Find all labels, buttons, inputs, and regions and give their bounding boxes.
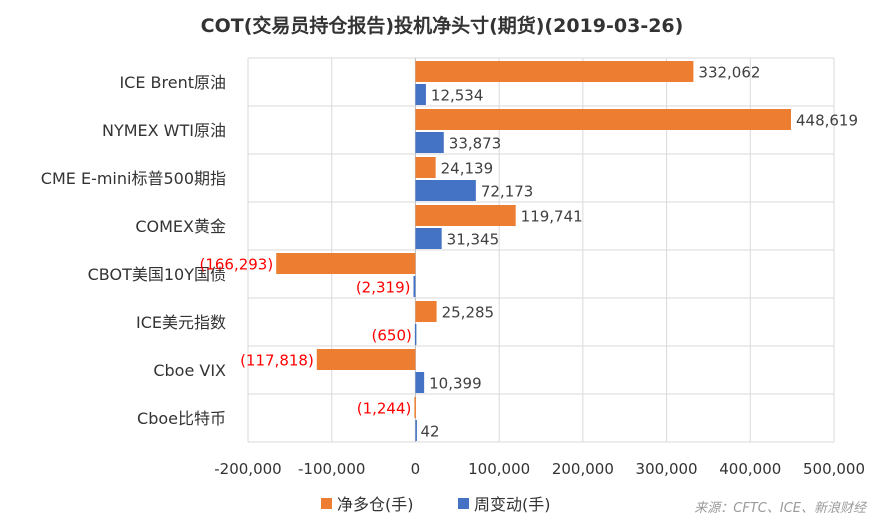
value-label: 12,534 — [431, 87, 484, 105]
bar-net-long — [415, 157, 436, 178]
source-note: 来源：CFTC、ICE、新浪财经 — [694, 500, 868, 516]
bars — [276, 61, 791, 441]
value-label: 42 — [420, 423, 439, 441]
bar-weekly-change — [415, 228, 442, 249]
value-label: (1,244) — [357, 400, 412, 418]
category-labels: ICE Brent原油 NYMEX WTI原油 CME E-mini标普500期指 C… — [41, 73, 226, 428]
bar-net-long — [415, 205, 516, 226]
value-label: (117,818) — [240, 352, 314, 370]
bar-net-long — [414, 397, 416, 418]
bar-weekly-change — [415, 132, 444, 153]
category-label: CME E-mini标普500期指 — [41, 169, 226, 188]
value-label: 33,873 — [449, 135, 502, 153]
x-tick-label: 400,000 — [719, 460, 781, 478]
category-label: NYMEX WTI原油 — [102, 121, 226, 140]
value-label: 24,139 — [441, 160, 494, 178]
bar-weekly-change — [414, 324, 417, 345]
value-label: 31,345 — [447, 231, 500, 249]
chart-title: COT(交易员持仓报告)投机净头寸(期货)(2019-03-26) — [201, 14, 684, 37]
category-label: ICE Brent原油 — [119, 73, 226, 92]
bar-net-long — [415, 61, 694, 82]
x-tick-label: 100,000 — [468, 460, 530, 478]
category-label: COMEX黄金 — [135, 217, 226, 236]
value-label: 72,173 — [481, 183, 533, 201]
category-label: CBOT美国10Y国债 — [88, 265, 226, 284]
bar-weekly-change — [415, 180, 476, 201]
category-label: Cboe比特币 — [137, 409, 226, 428]
legend[interactable]: 净多仓(手) 周变动(手) — [321, 495, 551, 514]
value-label: 448,619 — [796, 112, 858, 130]
value-label: (166,293) — [199, 256, 273, 274]
value-label: 119,741 — [521, 208, 583, 226]
bar-net-long — [316, 349, 416, 370]
x-axis-ticks: -200,000 -100,000 0 100,000 200,000 300,000 40… — [214, 460, 865, 478]
value-label: 10,399 — [429, 375, 482, 393]
bar-net-long — [415, 301, 437, 322]
category-label: Cboe VIX — [153, 361, 226, 380]
value-label: (2,319) — [356, 279, 411, 297]
bar-weekly-change — [415, 84, 426, 105]
bar-weekly-change — [415, 372, 425, 393]
bar-net-long — [276, 253, 416, 274]
value-label: (650) — [372, 327, 412, 345]
category-label: ICE美元指数 — [136, 313, 226, 332]
bar-weekly-change — [415, 420, 417, 441]
x-tick-label: 200,000 — [552, 460, 614, 478]
x-tick-label: 500,000 — [803, 460, 865, 478]
value-label: 332,062 — [698, 64, 760, 82]
bar-weekly-change — [413, 276, 416, 297]
x-tick-label: 0 — [411, 460, 421, 478]
x-tick-label: 300,000 — [636, 460, 698, 478]
legend-label-net-long: 净多仓(手) — [337, 495, 414, 514]
legend-label-weekly-change: 周变动(手) — [474, 495, 551, 514]
legend-swatch-net-long — [321, 498, 332, 509]
legend-swatch-weekly-change — [458, 498, 469, 509]
value-label: 25,285 — [442, 304, 495, 322]
value-labels: 332,062 448,619 24,139 119,741 (166,293) 25,2… — [199, 64, 858, 441]
x-tick-label: -100,000 — [298, 460, 365, 478]
x-tick-label: -200,000 — [214, 460, 281, 478]
bar-net-long — [415, 109, 791, 130]
